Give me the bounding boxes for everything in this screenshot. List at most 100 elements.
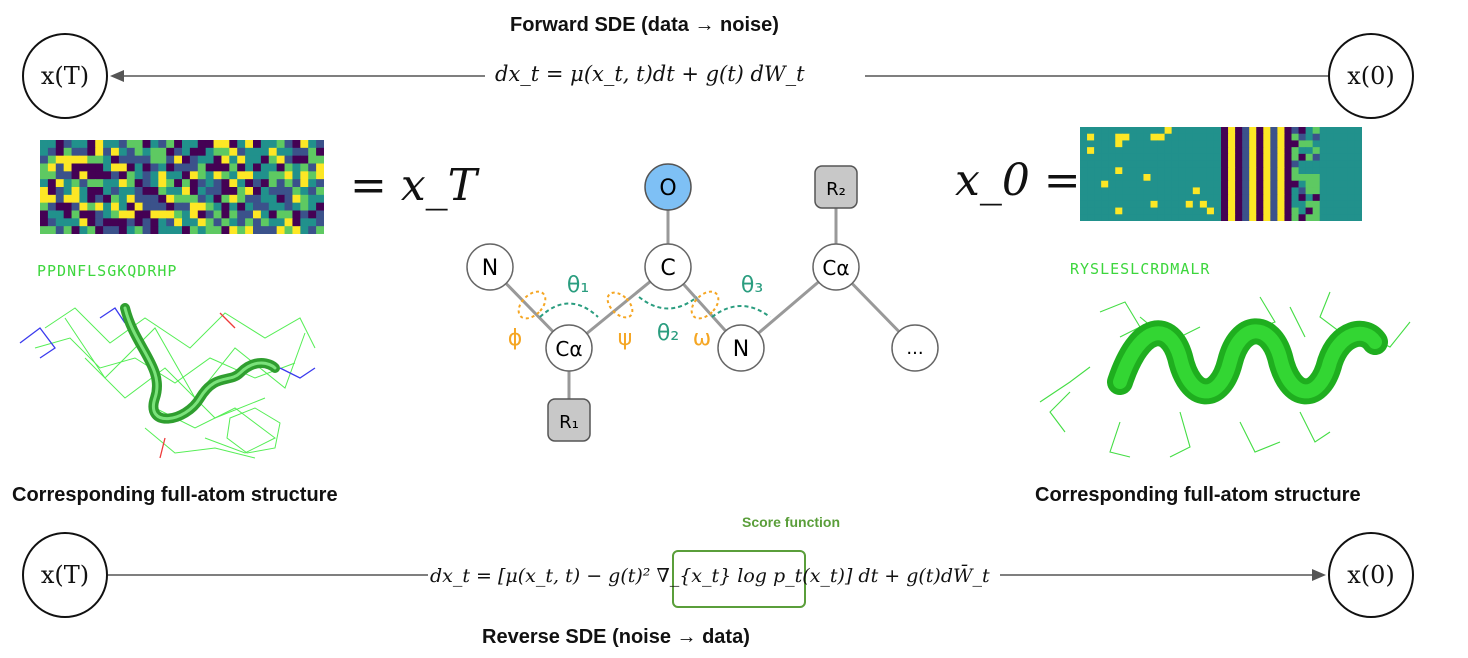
heatmap-cell: [1199, 200, 1208, 209]
heatmap-cell: [1192, 167, 1201, 175]
heatmap-cell: [316, 194, 325, 204]
heatmap-cell: [221, 187, 230, 196]
heatmap-cell: [134, 155, 144, 164]
heatmap-cell: [1150, 160, 1159, 168]
heatmap-cell: [237, 147, 246, 157]
heatmap-cell: [1108, 187, 1116, 195]
heatmap-cell: [1326, 180, 1335, 188]
heatmap-cell: [63, 179, 73, 188]
heatmap-cell: [1115, 180, 1123, 188]
heatmap-cell: [284, 226, 293, 235]
heatmap-cell: [197, 140, 207, 149]
heatmap-cell: [47, 202, 57, 211]
heatmap-cell: [1263, 147, 1271, 155]
heatmap-cell: [126, 171, 136, 180]
heatmap-cell: [1221, 160, 1229, 168]
heatmap-cell: [1213, 160, 1222, 168]
heatmap-cell: [1143, 207, 1151, 215]
heatmap-cell: [1312, 214, 1321, 222]
heatmap-cell: [87, 210, 96, 219]
node-R1-label: R₁: [559, 412, 579, 433]
heatmap-cell: [213, 179, 222, 188]
heatmap-cell: [189, 147, 199, 157]
heatmap-cell: [111, 218, 120, 227]
left-wireframe: [34, 307, 316, 459]
heatmap-cell: [134, 226, 144, 235]
heatmap-cell: [47, 147, 57, 157]
heatmap-cell: [1347, 214, 1356, 222]
heatmap-cell: [40, 194, 49, 204]
heatmap-cell: [95, 194, 104, 204]
heatmap-cell: [276, 140, 286, 149]
heatmap-cell: [1150, 194, 1159, 202]
heatmap-cell: [1235, 127, 1243, 135]
heatmap-cell: [229, 187, 238, 196]
heatmap-cell: [166, 179, 175, 188]
heatmap-cell: [308, 179, 317, 188]
heatmap-cell: [1221, 147, 1229, 155]
heatmap-cell: [1101, 140, 1109, 148]
heatmap-cell: [1228, 200, 1236, 209]
heatmap-cell: [134, 179, 144, 188]
heatmap-cell: [253, 202, 262, 211]
heatmap-cell: [158, 179, 167, 188]
heatmap-cell: [1228, 147, 1236, 155]
heatmap-cell: [1080, 167, 1088, 175]
heatmap-cell: [300, 179, 309, 188]
heatmap-cell: [1277, 207, 1285, 215]
heatmap-cell: [1319, 167, 1328, 175]
heatmap-cell: [1277, 153, 1285, 162]
heatmap-cell: [40, 155, 49, 164]
heatmap-cell: [182, 226, 191, 235]
heatmap-cell: [260, 202, 270, 211]
heatmap-cell: [221, 171, 230, 180]
heatmap-cell: [316, 171, 325, 180]
heatmap-cell: [229, 226, 238, 235]
heatmap-cell: [1340, 180, 1349, 188]
heatmap-cell: [1249, 194, 1257, 202]
heatmap-cell: [1129, 180, 1137, 188]
heatmap-cell: [1347, 140, 1356, 148]
heatmap-cell: [1094, 180, 1102, 188]
heatmap-cell: [1143, 160, 1151, 168]
heatmap-cell: [253, 147, 262, 157]
heatmap-cell: [182, 218, 191, 227]
heatmap-cell: [1284, 133, 1292, 141]
heatmap-cell: [63, 163, 73, 172]
heatmap-cell: [1213, 174, 1222, 182]
heatmap-cell: [1277, 147, 1285, 155]
heatmap-cell: [260, 171, 270, 180]
heatmap-cell: [1319, 153, 1328, 162]
heatmap-cell: [284, 194, 293, 204]
heatmap-cell: [158, 202, 167, 211]
heatmap-cell: [260, 218, 270, 227]
heatmap-cell: [245, 147, 254, 157]
heatmap-cell: [1199, 140, 1208, 148]
heatmap-cell: [1178, 180, 1187, 188]
heatmap-cell: [284, 218, 293, 227]
heatmap-cell: [1263, 127, 1271, 135]
heatmap-cell: [1122, 140, 1130, 148]
heatmap-cell: [276, 163, 286, 172]
heatmap-cell: [316, 163, 325, 172]
heatmap-cell: [142, 210, 151, 219]
heatmap-cell: [47, 155, 57, 164]
heatmap-cell: [1122, 147, 1130, 155]
heatmap-cell: [197, 210, 207, 219]
omega-arc: [690, 290, 720, 320]
heatmap-cell: [1199, 194, 1208, 202]
heatmap-cell: [47, 187, 57, 196]
heatmap-cell: [166, 140, 175, 149]
heatmap-cell: [1235, 160, 1243, 168]
heatmap-cell: [1221, 187, 1229, 195]
heatmap-cell: [229, 210, 238, 219]
heatmap-cell: [1291, 140, 1300, 148]
heatmap-cell: [300, 218, 309, 227]
heatmap-cell: [316, 140, 325, 149]
heatmap-cell: [1164, 194, 1173, 202]
heatmap-cell: [1277, 214, 1285, 222]
heatmap-cell: [71, 171, 80, 180]
heatmap-cell: [1270, 207, 1278, 215]
heatmap-cell: [1326, 174, 1335, 182]
heatmap-cell: [1080, 187, 1088, 195]
